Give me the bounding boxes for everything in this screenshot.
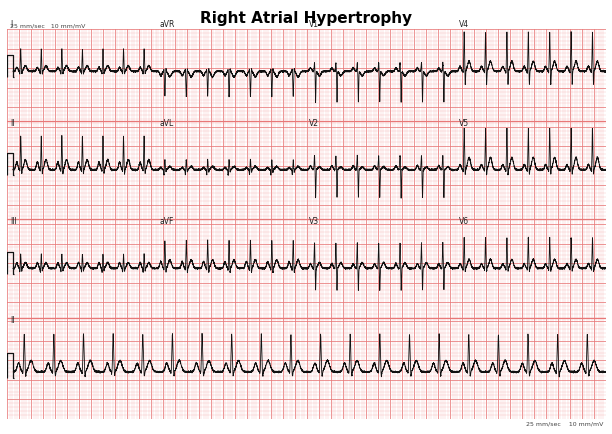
Text: aVF: aVF [159, 217, 174, 226]
Text: V4: V4 [459, 20, 469, 29]
Text: aVL: aVL [159, 118, 174, 127]
Text: II: II [10, 315, 14, 324]
Text: II: II [10, 118, 14, 127]
Text: I: I [10, 20, 12, 29]
Text: Right Atrial Hypertrophy: Right Atrial Hypertrophy [200, 11, 412, 26]
Text: aVR: aVR [159, 20, 175, 29]
Text: V5: V5 [459, 118, 469, 127]
Text: III: III [10, 217, 17, 226]
Text: V1: V1 [309, 20, 319, 29]
Text: V6: V6 [459, 217, 469, 226]
Text: V2: V2 [309, 118, 319, 127]
Text: 25 mm/sec   10 mm/mV: 25 mm/sec 10 mm/mV [10, 23, 85, 28]
Text: 25 mm/sec    10 mm/mV: 25 mm/sec 10 mm/mV [526, 421, 603, 426]
Text: V3: V3 [309, 217, 319, 226]
